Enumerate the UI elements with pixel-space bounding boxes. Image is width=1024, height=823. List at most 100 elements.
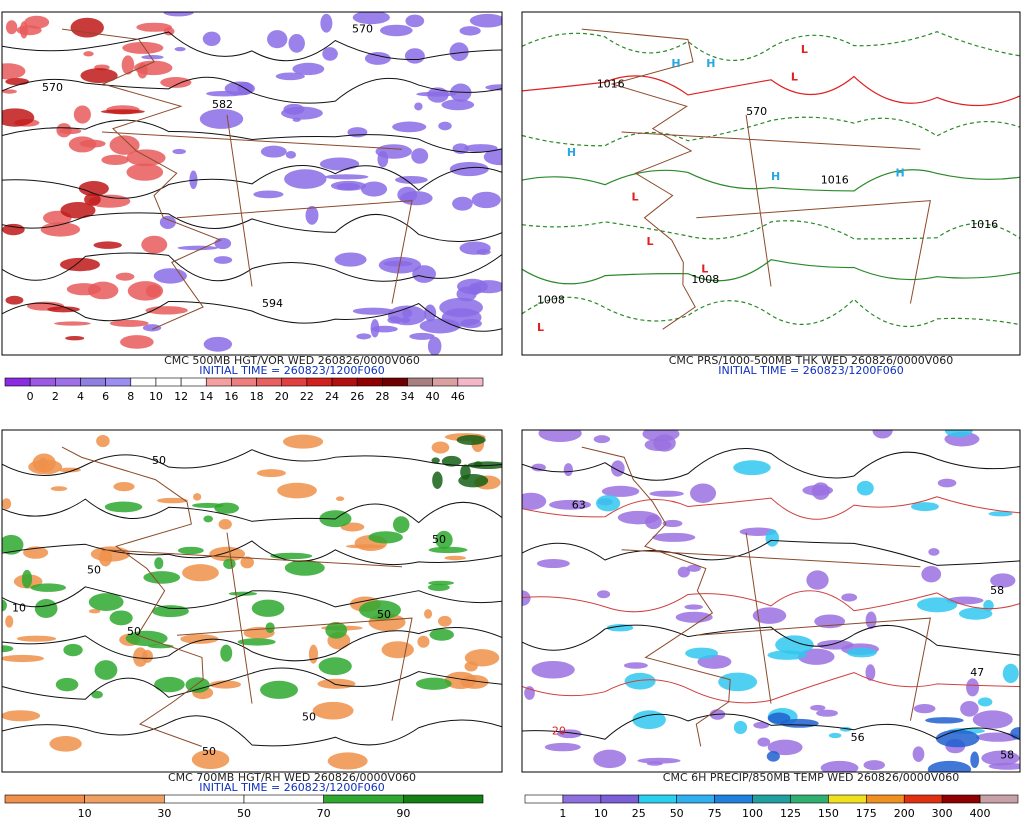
- precip-blob: [312, 701, 354, 720]
- colorbar-label: 28: [375, 390, 389, 403]
- precip-blob: [2, 654, 44, 663]
- precip-blob: [752, 607, 787, 624]
- map-label: 50: [152, 454, 166, 467]
- precip-blob: [449, 161, 489, 177]
- precip-blob: [120, 335, 154, 349]
- colorbar-label: 50: [670, 807, 684, 819]
- precip-blob: [409, 332, 435, 340]
- precip-blob: [214, 237, 232, 250]
- precip-blob: [444, 671, 477, 690]
- precip-blob: [522, 492, 547, 510]
- colorbar-label: 6: [102, 390, 109, 403]
- map-label: 56: [851, 731, 865, 744]
- precip-blob: [624, 672, 656, 690]
- precip-blob: [766, 751, 780, 762]
- map-label: 20: [552, 724, 566, 737]
- precip-blob: [115, 272, 135, 281]
- map-label: L: [632, 191, 639, 204]
- map-title: CMC 6H PRECIP/850MB TEMP WED 260826/0000…: [663, 771, 959, 784]
- contour-line: [2, 252, 502, 282]
- contour-line: [522, 539, 1020, 566]
- precip-blob: [483, 148, 502, 166]
- precip-blob: [90, 546, 131, 562]
- precip-blob: [70, 17, 104, 38]
- precip-blob: [203, 515, 213, 523]
- precip-blob: [121, 55, 135, 75]
- precip-blob: [944, 430, 973, 437]
- colorbar-label: 16: [224, 390, 238, 403]
- precip-blob: [977, 697, 993, 707]
- precip-blob: [58, 467, 81, 473]
- contour-line: [2, 300, 502, 332]
- precip-blob: [383, 260, 413, 267]
- precip-blob: [452, 196, 473, 211]
- map-label: 58: [990, 584, 1004, 597]
- precip-blob: [240, 556, 254, 569]
- colorbar-label: 100: [742, 807, 763, 819]
- precip-blob: [251, 599, 285, 617]
- precip-blob: [96, 435, 110, 448]
- precip-blob: [417, 635, 430, 648]
- colorbar-label: 25: [632, 807, 646, 819]
- precip-blob: [5, 615, 14, 628]
- precip-blob: [260, 145, 287, 158]
- precip-blob: [335, 496, 345, 502]
- precip-blob: [143, 571, 181, 584]
- precip-blob: [2, 710, 41, 722]
- precip-blob: [58, 128, 82, 135]
- precip-blob: [40, 222, 81, 237]
- precip-blob: [439, 297, 483, 318]
- colorbar-swatch: [903, 794, 943, 804]
- precip-blob: [677, 566, 690, 578]
- precip-blob: [88, 609, 101, 614]
- precip-blob: [87, 281, 119, 300]
- precip-blob: [21, 569, 33, 589]
- precip-blob: [364, 51, 391, 65]
- precip-blob: [910, 502, 939, 512]
- precip-blob: [104, 501, 143, 513]
- precip-blob: [424, 609, 433, 619]
- precip-blob: [456, 434, 486, 445]
- colorbar-label: 125: [780, 807, 801, 819]
- colorbar-label: 50: [237, 807, 251, 819]
- precip-blob: [73, 105, 91, 124]
- map-label: 1016: [821, 174, 849, 187]
- precip-blob: [810, 704, 826, 711]
- precip-blob: [305, 205, 319, 225]
- precip-blob: [464, 144, 498, 153]
- precip-blob: [292, 62, 325, 76]
- map-label: 63: [572, 499, 586, 512]
- contour-line: [522, 590, 1020, 613]
- precip-blob: [846, 647, 877, 658]
- map-label: 1008: [691, 273, 719, 286]
- map-label: 1016: [597, 77, 625, 90]
- precip-blob: [202, 31, 221, 46]
- precip-blob: [652, 532, 696, 542]
- precip-blob: [428, 546, 468, 554]
- precip-blob: [718, 672, 758, 692]
- map-frame: [521, 429, 1021, 773]
- colorbar-label: 200: [894, 807, 915, 819]
- colorbar-swatch: [562, 794, 602, 804]
- precip-blob: [142, 649, 153, 663]
- precip-blob: [427, 336, 442, 355]
- map-label: 570: [42, 81, 63, 94]
- panel: 58 47 56 63 20 58 CMC 6H PRECIP/850MB TEMP WED…: [521, 429, 1021, 820]
- precip-blob: [352, 12, 390, 25]
- precip-blob: [538, 430, 582, 443]
- precip-blob: [416, 91, 457, 97]
- colorbar-swatch: [323, 794, 404, 804]
- precip-blob: [55, 677, 79, 692]
- colorbar-swatch: [407, 377, 433, 387]
- colorbar-swatch: [638, 794, 677, 804]
- contour-line: [2, 715, 502, 747]
- precip-blob: [59, 257, 101, 272]
- precip-blob: [690, 483, 717, 503]
- precip-blob: [927, 760, 972, 772]
- precip-blob: [414, 102, 423, 111]
- colorbar-swatch: [231, 377, 257, 387]
- precip-blob: [318, 657, 352, 676]
- map-frame: [521, 11, 1021, 356]
- precip-blob: [191, 749, 230, 770]
